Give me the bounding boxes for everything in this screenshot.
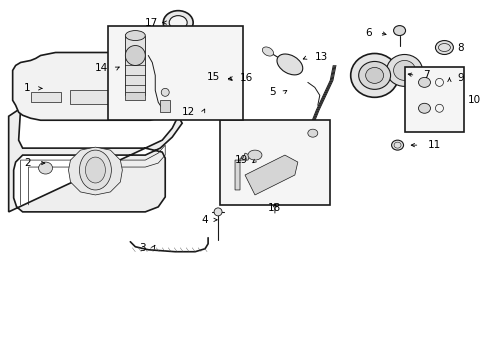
Text: 17: 17 [145, 18, 158, 28]
Ellipse shape [386, 54, 422, 86]
Polygon shape [31, 92, 61, 102]
Polygon shape [125, 92, 145, 100]
Text: 6: 6 [364, 28, 371, 37]
Ellipse shape [199, 101, 210, 116]
Ellipse shape [435, 41, 452, 54]
Ellipse shape [39, 162, 52, 174]
Ellipse shape [418, 103, 429, 113]
Ellipse shape [247, 150, 262, 160]
Bar [404, 67, 464, 132]
Polygon shape [9, 108, 182, 212]
Ellipse shape [393, 26, 405, 36]
Ellipse shape [393, 60, 415, 80]
Bar [160, 100, 170, 112]
Ellipse shape [214, 208, 222, 216]
Polygon shape [244, 155, 297, 195]
Text: 5: 5 [269, 87, 275, 97]
Text: 13: 13 [314, 53, 327, 63]
Text: 18: 18 [268, 203, 281, 213]
Text: 9: 9 [456, 73, 463, 84]
Text: 14: 14 [95, 63, 108, 73]
Text: 11: 11 [427, 140, 440, 150]
Bar [220, 120, 329, 205]
Ellipse shape [212, 72, 227, 84]
Ellipse shape [177, 88, 193, 104]
Ellipse shape [161, 88, 169, 96]
Ellipse shape [125, 31, 145, 41]
Ellipse shape [358, 62, 390, 89]
Polygon shape [125, 36, 145, 95]
Ellipse shape [134, 82, 162, 110]
Ellipse shape [430, 71, 447, 84]
Ellipse shape [262, 47, 273, 56]
Ellipse shape [126, 75, 170, 118]
Ellipse shape [125, 45, 145, 66]
Ellipse shape [350, 54, 398, 97]
Polygon shape [70, 90, 120, 104]
Text: 10: 10 [467, 95, 480, 105]
Ellipse shape [307, 129, 317, 137]
Ellipse shape [163, 11, 193, 35]
Text: 4: 4 [201, 215, 208, 225]
Text: 3: 3 [139, 243, 145, 253]
Text: 19: 19 [234, 155, 247, 165]
Ellipse shape [80, 150, 111, 190]
Ellipse shape [365, 67, 383, 84]
Bar [108, 26, 243, 120]
Ellipse shape [99, 165, 111, 175]
Ellipse shape [391, 140, 403, 150]
Ellipse shape [207, 68, 233, 88]
Text: 2: 2 [24, 158, 31, 168]
Polygon shape [235, 153, 249, 190]
Ellipse shape [85, 157, 105, 183]
Text: 12: 12 [182, 107, 195, 117]
Text: 16: 16 [240, 73, 253, 84]
Ellipse shape [169, 15, 187, 30]
Text: 8: 8 [456, 42, 463, 53]
Ellipse shape [276, 54, 302, 75]
Text: 1: 1 [24, 84, 31, 93]
Polygon shape [68, 147, 122, 195]
Text: 7: 7 [423, 71, 429, 80]
Text: 15: 15 [206, 72, 220, 82]
Ellipse shape [418, 77, 429, 87]
Polygon shape [13, 53, 185, 120]
